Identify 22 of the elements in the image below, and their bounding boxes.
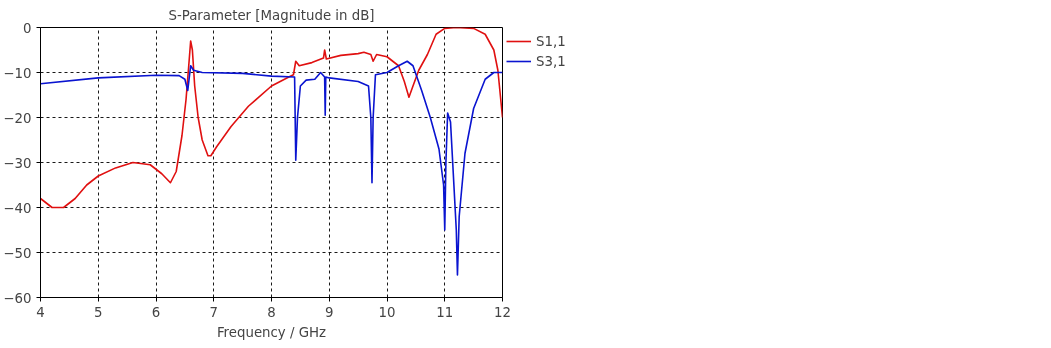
chart-title: S-Parameter [Magnitude in dB] <box>168 7 375 23</box>
x-tick-label: 8 <box>267 304 276 320</box>
x-tick-label: 6 <box>151 304 161 320</box>
x-tick-label: 11 <box>436 304 454 320</box>
x-tick-label: 7 <box>209 304 218 320</box>
y-tick-label: −30 <box>3 155 32 171</box>
y-tick-label: −10 <box>3 65 32 81</box>
y-tick-label: −40 <box>3 200 32 216</box>
x-tick-label: 4 <box>36 304 45 320</box>
x-tick-label: 5 <box>94 304 103 320</box>
line-series <box>40 60 503 276</box>
x-axis-title: Frequency / GHz <box>216 324 327 340</box>
legend-label: S1,1 <box>536 33 566 49</box>
y-tick-label: −50 <box>3 245 32 261</box>
x-tick-label: 10 <box>378 304 396 320</box>
y-tick-label: −20 <box>3 110 32 126</box>
line-series <box>40 27 503 209</box>
y-tick-label: −60 <box>3 290 32 306</box>
legend-label: S3,1 <box>536 53 566 69</box>
x-tick-label: 12 <box>494 304 511 320</box>
y-tick-label: 0 <box>23 20 32 36</box>
x-tick-label: 9 <box>325 304 334 320</box>
